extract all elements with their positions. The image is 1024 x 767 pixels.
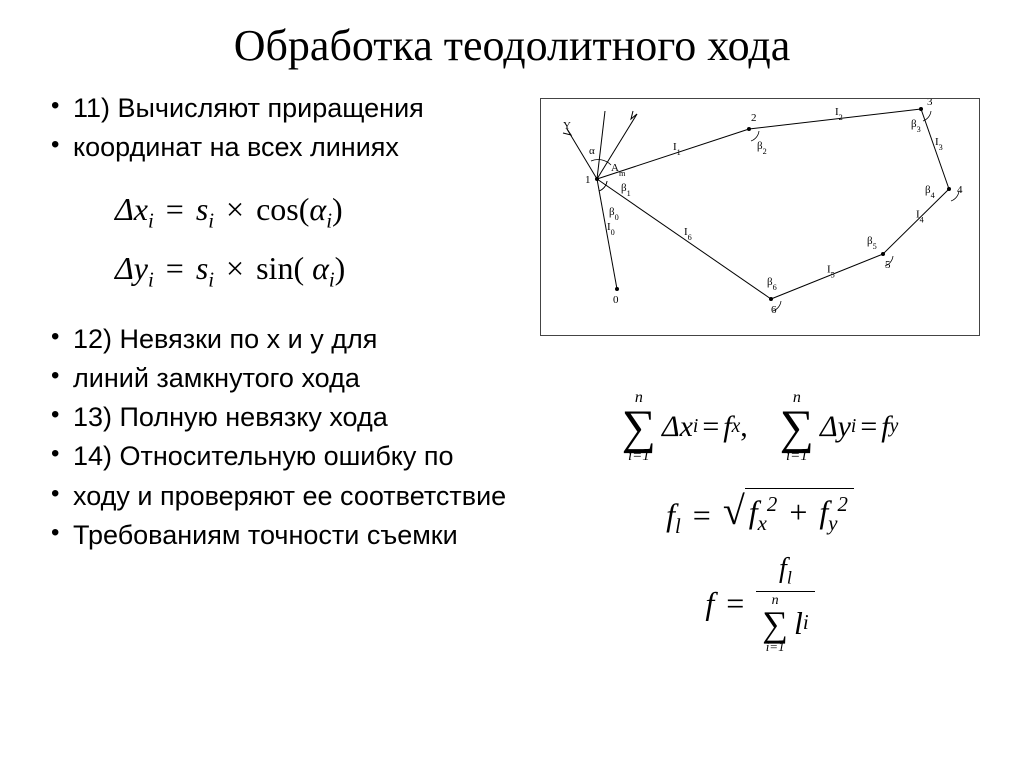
svg-text:4: 4 [957, 184, 963, 196]
svg-text:I3: I3 [935, 136, 943, 152]
svg-text:I0: I0 [607, 221, 615, 237]
svg-text:I6: I6 [684, 226, 692, 242]
svg-text:Am: Am [611, 162, 626, 178]
svg-text:I5: I5 [827, 264, 835, 280]
svg-text:I1: I1 [673, 141, 681, 157]
svg-text:β0: β0 [609, 206, 619, 222]
svg-text:β5: β5 [867, 235, 877, 251]
svg-text:β6: β6 [767, 276, 777, 292]
formulas-right: n ∑ i=1 Δxi = fx, n ∑ i=1 Δyi = fy fl [540, 390, 980, 653]
svg-text:β3: β3 [911, 118, 921, 134]
svg-text:I4: I4 [916, 209, 924, 225]
svg-text:5: 5 [885, 259, 891, 271]
f-formula: f = fl n ∑ i=1 li [540, 553, 980, 653]
svg-text:β2: β2 [757, 140, 767, 156]
fl-formula: fl = √ fx2 + fy2 [540, 488, 980, 539]
svg-text:α: α [589, 145, 595, 157]
svg-text:2: 2 [751, 112, 757, 124]
page-title: Обработка теодолитного хода [45, 20, 979, 71]
svg-text:β4: β4 [925, 184, 935, 200]
svg-text:β1: β1 [621, 182, 631, 198]
svg-text:0: 0 [613, 294, 619, 306]
traverse-diagram: I1I2I3I4I5I6I0β1β0β2β3β4β5β6YαAm1234560 [540, 98, 980, 336]
svg-text:6: 6 [771, 304, 777, 316]
svg-text:1: 1 [585, 174, 591, 186]
svg-text:Y: Y [563, 120, 571, 132]
svg-text:3: 3 [927, 99, 933, 108]
sum-formulas: n ∑ i=1 Δxi = fx, n ∑ i=1 Δyi = fy [540, 390, 980, 464]
